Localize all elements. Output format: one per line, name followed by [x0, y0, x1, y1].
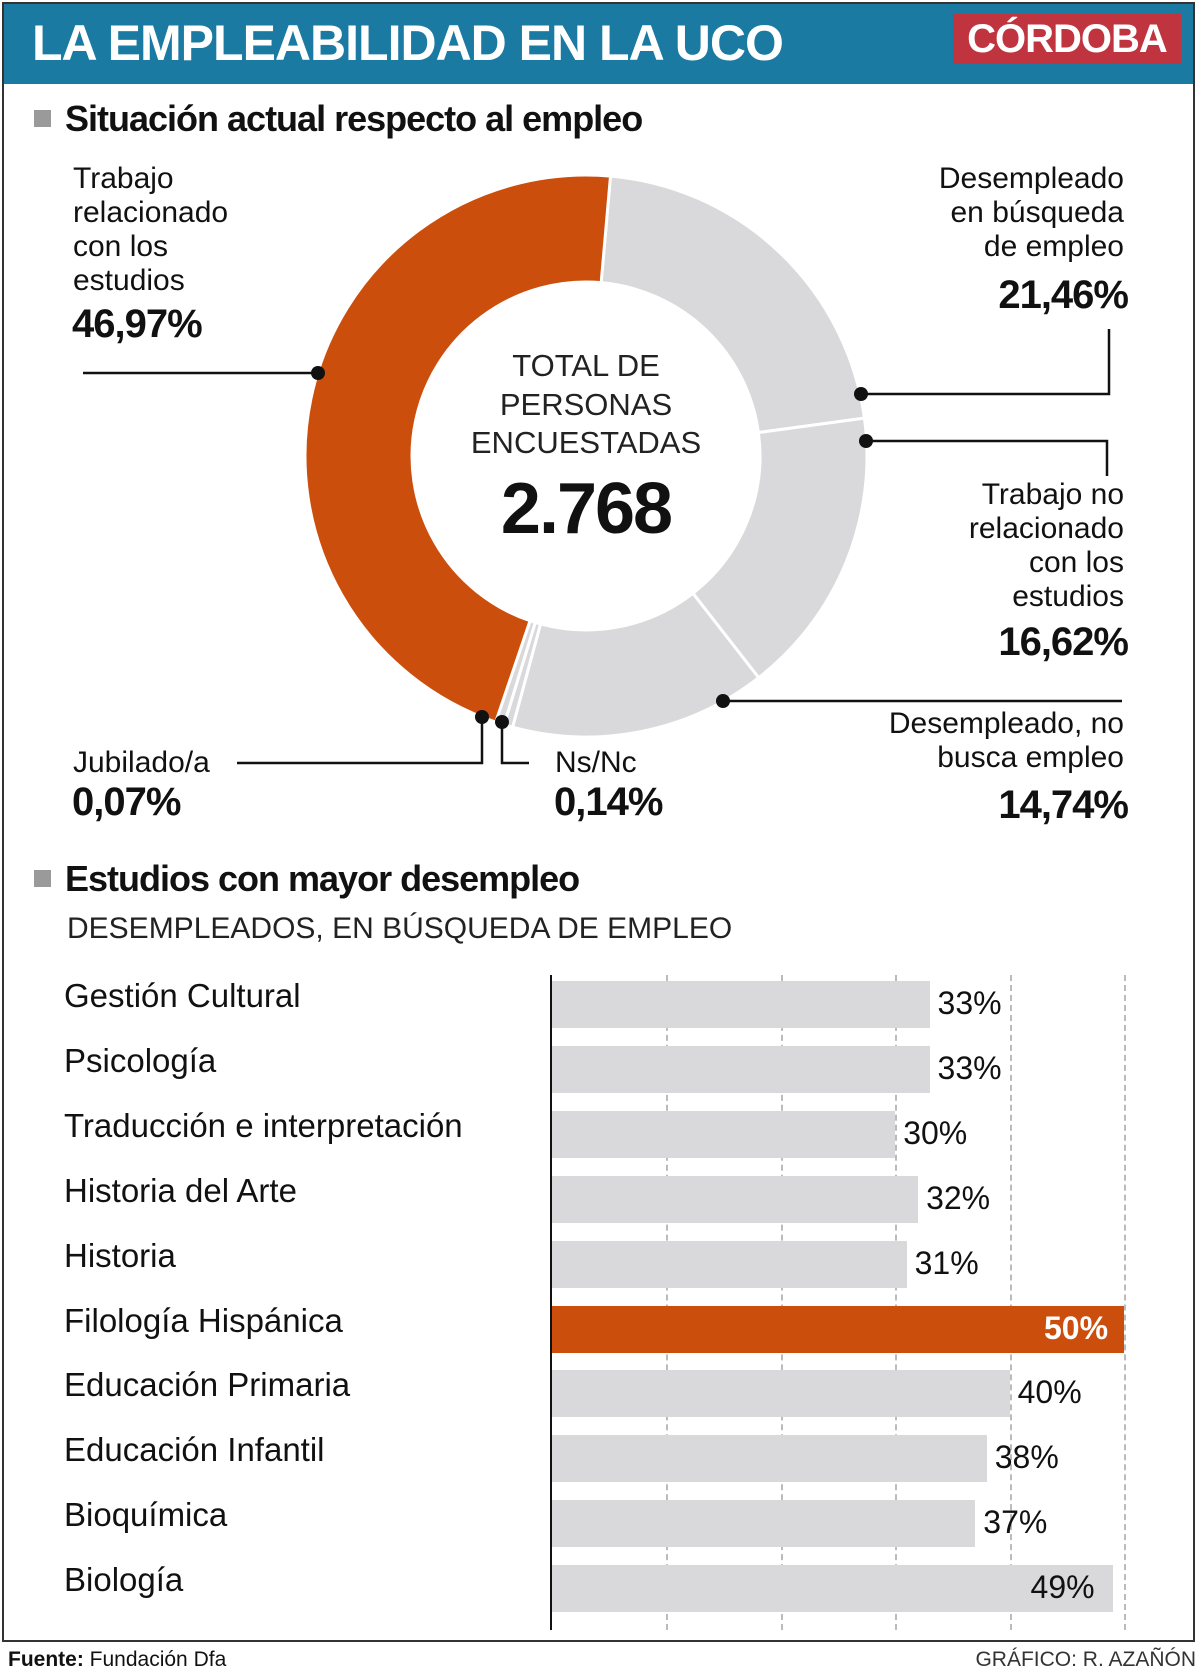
bar-value-label: 33% — [937, 985, 1002, 1021]
leader-dot-nsnc — [495, 715, 509, 729]
donut-slice-trabajo-relacionado — [303, 173, 613, 724]
source-value: Fundación Dfa — [89, 1648, 227, 1671]
bar-9 — [552, 1565, 1113, 1613]
bar-7 — [552, 1435, 987, 1483]
label-trabajo-relacionado: Trabajo relacionado con los estudios — [73, 162, 229, 297]
center-line-3: ENCUESTADAS — [470, 425, 702, 460]
bar-0 — [552, 981, 930, 1028]
frame — [2, 2, 1195, 1642]
section-title-situacion: Situación actual respecto al empleo — [34, 98, 643, 140]
category-label: Traducción e interpretación — [64, 1106, 463, 1144]
bar-4 — [552, 1240, 907, 1288]
leader-dot-trabajo-relacionado — [311, 366, 325, 380]
bar-value-label: 30% — [903, 1114, 968, 1151]
gridline-10 — [666, 975, 669, 1630]
bar-chart-subtitle: DESEMPLEADOS, EN BÚSQUEDA DE EMPLEO — [67, 912, 733, 945]
bar-6 — [552, 1370, 1010, 1418]
leader-dot-desempleado-busqueda — [854, 387, 868, 401]
bar-2 — [552, 1110, 896, 1158]
gridline-40 — [1009, 975, 1012, 1630]
bar-value-label: 37% — [983, 1504, 1048, 1541]
bar-3 — [552, 1175, 919, 1223]
section-title-text: Estudios con mayor desempleo — [65, 858, 580, 899]
leader-dot-desempleado-no-busca — [716, 694, 730, 708]
bar-value-label: 49% — [1030, 1569, 1095, 1606]
credit: GRÁFICO: R. AZAÑÓN — [975, 1648, 1196, 1671]
brand-logo: CÓRDOBA — [953, 14, 1181, 64]
square-bullet-icon — [34, 109, 51, 127]
bar-value-label: 32% — [926, 1179, 991, 1216]
leader-line-trabajo-no-relacionado — [866, 439, 1109, 476]
label-desempleado-busqueda: Desempleado en búsqueda de empleo — [938, 162, 1124, 263]
bar-8 — [552, 1500, 976, 1548]
label-desempleado-no-busca: Desempleado, no busca empleo — [888, 707, 1124, 774]
leader-line-desempleado-busqueda — [861, 329, 1111, 396]
bar-1 — [552, 1045, 930, 1093]
donut-slice-desempleado-busqueda — [599, 174, 867, 435]
center-line-2: PERSONAS — [499, 387, 673, 422]
pct-jubilado: 0,07% — [72, 780, 181, 824]
gridline-50 — [1124, 975, 1126, 1630]
leader-line-nsnc — [500, 722, 529, 765]
category-label: Historia — [64, 1236, 176, 1274]
category-label: Educación Primaria — [64, 1366, 351, 1404]
source: Fuente: Fundación Dfa — [8, 1648, 226, 1672]
bar-value-label: 40% — [1017, 1374, 1082, 1411]
leader-dot-trabajo-no-relacionado — [859, 434, 873, 448]
gridline-30 — [895, 975, 898, 1630]
category-label: Filología Hispánica — [64, 1301, 343, 1339]
pct-nsnc: 0,14% — [554, 780, 663, 824]
category-label: Biología — [64, 1561, 184, 1599]
category-label: Educación Infantil — [64, 1431, 325, 1469]
gridline-20 — [780, 975, 783, 1630]
bar-value-label: 38% — [994, 1439, 1059, 1476]
square-bullet-icon — [34, 869, 51, 887]
bar-value-label: 31% — [914, 1244, 979, 1281]
source-label: Fuente: — [8, 1648, 84, 1671]
bar-value-label: 33% — [937, 1049, 1002, 1086]
y-axis-line — [550, 975, 552, 1630]
pct-trabajo-no-relacionado: 16,62% — [998, 620, 1129, 664]
leader-line-jubilado — [237, 717, 484, 765]
label-jubilado: Jubilado/a — [73, 746, 210, 779]
leader-dot-jubilado — [475, 710, 489, 724]
donut-chart — [83, 173, 1122, 765]
pct-desempleado-no-busca: 14,74% — [998, 783, 1129, 827]
label-trabajo-no-relacionado: Trabajo no relacionado con los estudios — [968, 478, 1124, 613]
section-title-estudios: Estudios con mayor desempleo — [34, 858, 580, 900]
category-label: Bioquímica — [64, 1496, 228, 1534]
pct-trabajo-relacionado: 46,97% — [72, 302, 203, 346]
page-title: LA EMPLEABILIDAD EN LA UCO — [32, 15, 784, 71]
pct-desempleado-busqueda: 21,46% — [998, 273, 1129, 317]
donut-slice-trabajo-no-relacionado — [690, 416, 869, 680]
label-nsnc: Ns/Nc — [555, 746, 637, 779]
center-line-1: TOTAL DE — [512, 348, 660, 383]
section-title-text: Situación actual respecto al empleo — [65, 98, 643, 139]
total-respondents: 2.768 — [500, 469, 673, 549]
bar-5 — [552, 1305, 1124, 1353]
bar-value-label: 50% — [1044, 1309, 1109, 1346]
category-label: Psicología — [64, 1041, 217, 1079]
category-label: Historia del Arte — [64, 1171, 297, 1209]
category-label: Gestión Cultural — [64, 977, 301, 1014]
